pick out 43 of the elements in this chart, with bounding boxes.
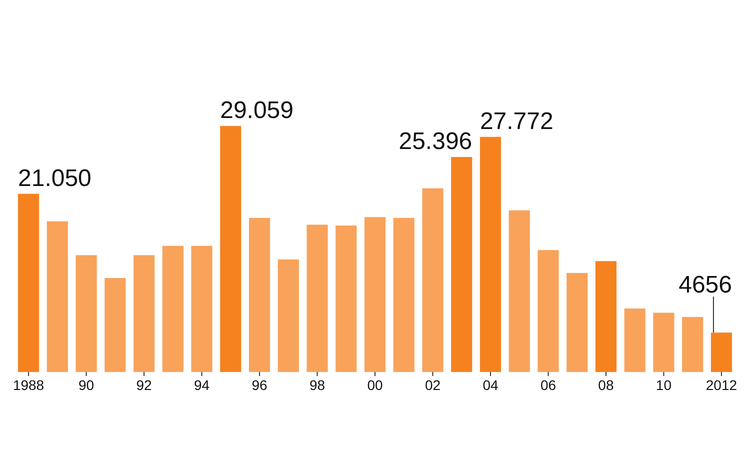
x-tick-label: 00: [367, 377, 383, 393]
data-label: 25.396: [398, 128, 472, 156]
bar: [46, 221, 68, 372]
x-tick-label: 2012: [706, 377, 738, 393]
x-tick-label: 08: [598, 377, 614, 393]
bar: [306, 224, 328, 372]
x-tick-label: 92: [136, 377, 152, 393]
bar: [538, 250, 559, 372]
data-label: 21.050: [18, 164, 92, 192]
bar: [595, 261, 617, 372]
data-label: 27.772: [480, 108, 554, 135]
bar: [220, 126, 242, 372]
bar: [451, 157, 472, 372]
bar: [191, 246, 212, 372]
bar: [710, 332, 732, 372]
x-tick-label: 02: [424, 377, 441, 393]
x-tick-label: 90: [78, 377, 94, 393]
bar: [422, 188, 444, 372]
bar: [336, 226, 357, 372]
bar: [566, 272, 588, 372]
data-label: 29.059: [220, 97, 294, 124]
bar: [18, 194, 40, 372]
x-tick-label: 06: [540, 377, 556, 393]
bar: [508, 210, 530, 372]
x-tick-label: 98: [309, 377, 326, 393]
x-tick-label: 10: [656, 377, 672, 393]
bar: [364, 217, 386, 372]
bar: [76, 255, 97, 372]
bar: [624, 308, 646, 372]
bar: [653, 312, 674, 372]
bar: [682, 316, 704, 372]
data-label: 4656: [678, 272, 732, 299]
bar: [104, 278, 126, 372]
bar: [393, 218, 414, 372]
bar: [278, 259, 299, 372]
x-tick-label: 94: [194, 377, 210, 393]
bar: [248, 218, 270, 372]
bar: [162, 246, 184, 372]
x-tick-label: 1988: [12, 377, 44, 393]
bar: [480, 136, 502, 372]
x-tick-label: 96: [252, 377, 268, 393]
bar: [133, 255, 155, 372]
x-tick-label: 04: [482, 377, 498, 393]
